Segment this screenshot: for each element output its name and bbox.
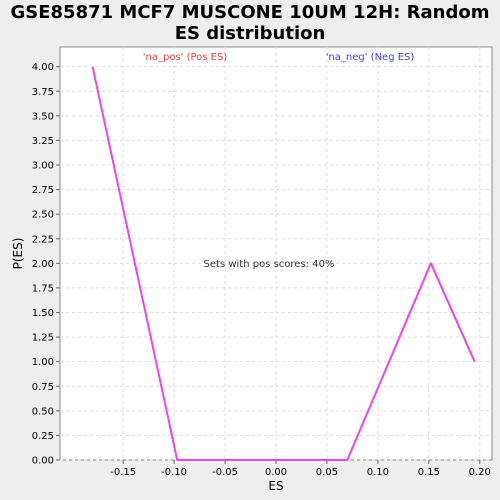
y-tick-label: 1.75 <box>32 283 54 294</box>
y-tick-label: 2.75 <box>32 185 54 196</box>
y-tick-label: 4.00 <box>32 62 54 73</box>
y-tick-label: 0.00 <box>32 456 54 467</box>
grid <box>60 47 492 461</box>
chart-title-line-2: ES distribution <box>174 23 326 44</box>
pos-scores-annotation: Sets with pos scores: 40% <box>204 259 335 270</box>
chart-title: GSE85871 MCF7 MUSCONE 10UM 12H: Random E… <box>0 2 500 44</box>
legend-na-pos: 'na_pos' (Pos ES) <box>143 52 228 63</box>
x-tick-label: 0.00 <box>265 467 287 478</box>
x-tick-label: 0.20 <box>469 467 491 478</box>
y-tick-label: 3.00 <box>32 161 54 172</box>
y-tick-label: 1.25 <box>32 333 54 344</box>
y-tick-label: 2.50 <box>32 210 54 221</box>
y-tick-label: 0.50 <box>32 406 54 417</box>
legend-na-neg: 'na_neg' (Neg ES) <box>326 52 415 63</box>
x-tick-label: -0.05 <box>212 467 238 478</box>
x-tick-label: -0.15 <box>110 467 136 478</box>
x-tick-label: -0.10 <box>161 467 187 478</box>
axes: 0.00 0.25 0.50 0.75 1.00 1.25 1.50 1.75 2.00 2.25… <box>32 62 491 478</box>
chart-title-line-1: GSE85871 MCF7 MUSCONE 10UM 12H: Random <box>10 2 490 23</box>
x-axis-label: ES <box>268 479 283 493</box>
x-tick-label: 0.10 <box>367 467 389 478</box>
y-tick-label: 3.50 <box>32 111 54 122</box>
y-axis-label: P(ES) <box>11 238 25 270</box>
y-tick-label: 3.75 <box>32 87 54 98</box>
series-group <box>91 66 476 461</box>
y-tick-label: 3.25 <box>32 136 54 147</box>
y-tick-label: 0.75 <box>32 382 54 393</box>
y-tick-label: 2.25 <box>32 234 54 245</box>
x-tick-label: 0.15 <box>418 467 440 478</box>
y-tick-label: 1.00 <box>32 357 54 368</box>
series-line <box>91 66 476 461</box>
x-tick-label: 0.05 <box>316 467 338 478</box>
y-tick-label: 0.25 <box>32 431 54 442</box>
y-tick-label: 2.00 <box>32 259 54 270</box>
y-tick-label: 1.50 <box>32 308 54 319</box>
